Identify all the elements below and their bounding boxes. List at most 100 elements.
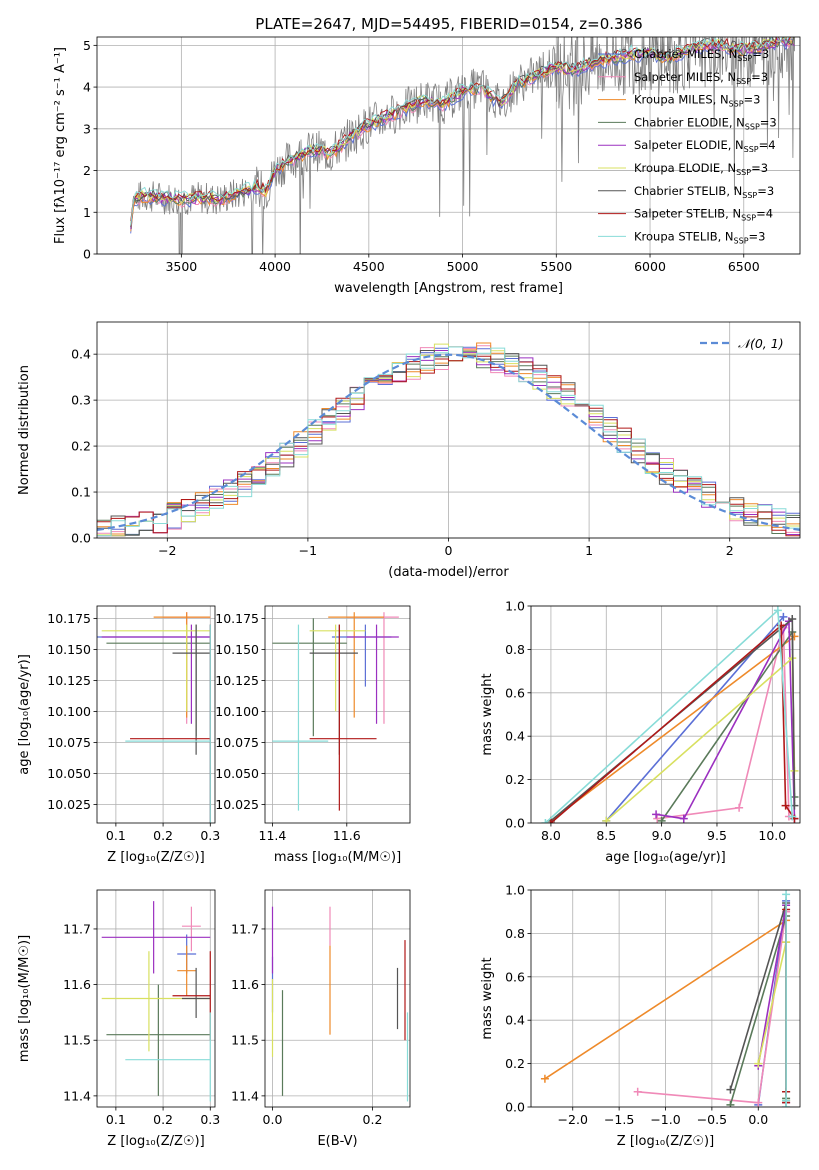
y-axis-label: Normed distribution <box>17 365 32 495</box>
errorbar-cross-7 <box>130 624 211 823</box>
y-tick-label: 11.7 <box>63 921 91 936</box>
model-spectrum-8 <box>130 37 790 226</box>
mass-weight-series-8 <box>782 890 791 1107</box>
x-tick-label: −1 <box>299 543 317 558</box>
x-tick-label: 0.1 <box>106 1112 126 1127</box>
x-tick-label: −1.5 <box>604 1112 634 1127</box>
mass-weight-marker <box>773 606 782 615</box>
errorbar-cross-3 <box>106 984 211 1096</box>
errorbar-cross-2 <box>177 945 197 996</box>
plot-area <box>97 612 211 823</box>
x-tick-label: 0 <box>445 543 453 558</box>
grid <box>97 606 215 823</box>
y-tick-label: 11.5 <box>63 1033 91 1048</box>
panel-spectrum: 3500 4000 4500 5000 5500 6000 6500 0 1 2 3 4 5 wavele… <box>53 36 801 296</box>
y-axis-label: age [log₁₀(age/yr)] <box>17 654 32 775</box>
errorbar-cross-7 <box>172 951 211 1041</box>
axes-frame <box>264 889 411 1108</box>
x-tick-label: 5500 <box>540 259 572 274</box>
mass-weight-marker <box>633 1087 642 1096</box>
y-tick-label: 10.125 <box>47 673 91 688</box>
y-tick-label: 10.100 <box>47 704 91 719</box>
y-tick-label: 0.4 <box>71 347 91 362</box>
grid <box>531 605 800 824</box>
y-tick-label: 0.6 <box>505 685 525 700</box>
gaussian-legend-label: 𝒩(0, 1) <box>738 336 784 351</box>
y-tick-label: 11.5 <box>231 1033 259 1048</box>
x-tick-label: 0.3 <box>200 828 220 843</box>
x-axis-label: wavelength [Angstrom, rest frame] <box>334 281 563 296</box>
x-tick-label: −2.0 <box>558 1112 588 1127</box>
panel-mass_weight_vs_age: 8.0 8.5 9.0 9.5 10.0 0.0 0.2 0.4 0.6 0.8 1.0 age [l… <box>480 599 801 865</box>
axes-frame <box>264 605 411 824</box>
legend-entry: Chabrier MILES, NSSP=3 <box>634 47 769 63</box>
mass-weight-marker <box>540 1074 549 1083</box>
y-tick-label: 10.175 <box>47 611 91 626</box>
y-tick-label: 10.050 <box>47 766 91 781</box>
panel-mass_vs_Z: 0.1 0.2 0.3 11.4 11.5 11.6 11.7 Z [log₁₀(Z/Z☉)]… <box>17 889 220 1149</box>
y-axis-label: mass [log₁₀(M/M☉)] <box>17 935 32 1062</box>
grid <box>265 606 410 823</box>
mass-weight-series-4 <box>652 617 799 823</box>
x-tick-label: 11.6 <box>333 828 361 843</box>
legend-entry: Salpeter MILES, NSSP=3 <box>634 70 768 86</box>
errorbar-cross-0 <box>97 624 211 823</box>
plot-area <box>272 612 399 811</box>
mass-weight-series-5 <box>602 654 799 823</box>
x-tick-label: −1.0 <box>650 1112 680 1127</box>
x-axis-label: (data-model)/error <box>388 565 509 580</box>
errorbar-cross-0 <box>331 624 392 687</box>
y-tick-label: 0.2 <box>505 772 525 787</box>
y-tick-label: 0.8 <box>505 926 525 941</box>
y-tick-label: 1.0 <box>505 883 525 898</box>
x-tick-label: 10.0 <box>758 828 786 843</box>
y-tick-label: 10.125 <box>215 673 259 688</box>
mass-weight-marker <box>754 1098 763 1107</box>
mass-weight-marker <box>653 814 662 823</box>
grid <box>531 889 800 1108</box>
y-tick-label: 10.075 <box>215 735 259 750</box>
legend-entry: Chabrier ELODIE, NSSP=3 <box>634 115 777 131</box>
y-tick-label: 10.025 <box>47 797 91 812</box>
mass-weight-marker <box>652 810 661 819</box>
errorbar-cross-4 <box>101 901 211 974</box>
x-tick-label: 4000 <box>259 259 291 274</box>
mass-weight-marker <box>779 612 788 621</box>
mass-weight-marker <box>781 801 790 810</box>
y-tick-label: 0.0 <box>505 816 525 831</box>
mass-weight-marker <box>546 819 555 823</box>
legend-entry: Kroupa MILES, NSSP=3 <box>634 93 760 109</box>
mass-weight-marker <box>782 890 791 899</box>
plot-area <box>541 606 799 823</box>
y-tick-label: 0.8 <box>505 642 525 657</box>
x-tick-label: 9.0 <box>652 828 672 843</box>
y-tick-label: 10.150 <box>215 642 259 657</box>
errorbar-cross-1 <box>181 906 201 952</box>
errorbar-cross-2 <box>328 612 384 718</box>
y-tick-label: 11.4 <box>231 1088 259 1103</box>
y-tick-label: 0 <box>83 247 91 262</box>
errorbar-cross-6 <box>172 624 211 755</box>
y-axis-label: mass weight <box>480 673 495 755</box>
x-axis-label: Z [log₁₀(Z/Z☉)] <box>107 850 204 865</box>
mass-weight-marker <box>754 1059 763 1068</box>
mass-weight-series-3 <box>657 628 799 823</box>
plot-area <box>271 906 409 1102</box>
plot-area <box>97 342 800 537</box>
y-tick-label: 0.3 <box>71 393 91 408</box>
plot-area <box>101 901 211 1102</box>
mass-weight-marker <box>541 819 550 823</box>
errorbar-cross-6 <box>181 967 211 1018</box>
y-tick-label: 1.0 <box>505 599 525 614</box>
legend-entry: Salpeter STELIB, NSSP=4 <box>634 207 773 223</box>
figure-title: PLATE=2647, MJD=54495, FIBERID=0154, z=0… <box>255 15 642 33</box>
mass-weight-marker <box>788 812 797 821</box>
x-tick-label: 3500 <box>165 259 197 274</box>
x-tick-label: 0.3 <box>200 1112 220 1127</box>
x-axis-label: Z [log₁₀(Z/Z☉)] <box>107 1134 204 1149</box>
x-tick-label: −2 <box>158 543 176 558</box>
mass-weight-marker <box>735 803 744 812</box>
y-tick-label: 5 <box>83 38 91 53</box>
mass-weight-marker <box>782 1103 791 1107</box>
model-spectrum-7 <box>130 37 792 222</box>
